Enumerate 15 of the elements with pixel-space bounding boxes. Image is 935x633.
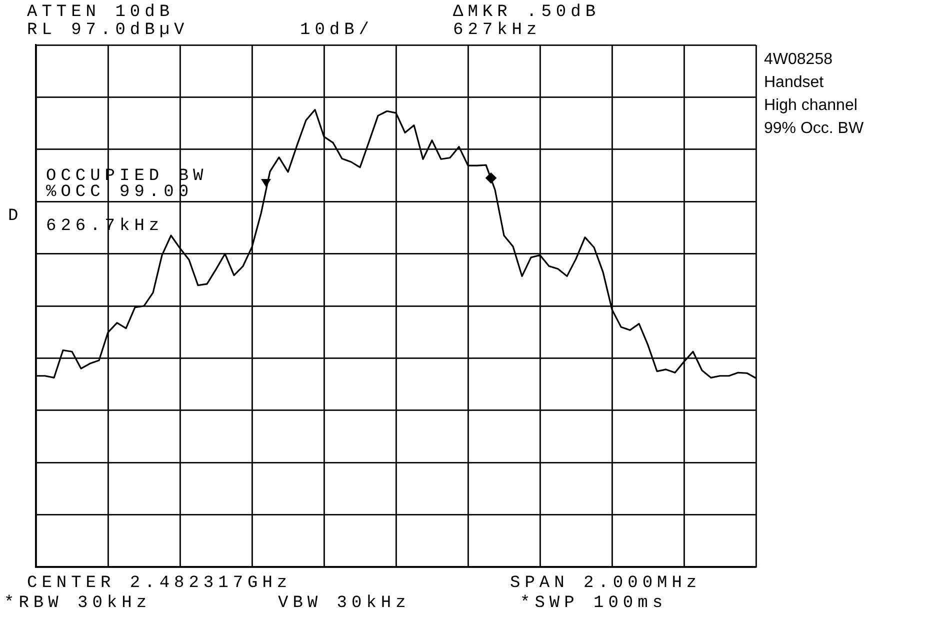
text: 627kHz xyxy=(453,21,542,40)
text: RL 97.0dBµV xyxy=(27,21,189,40)
text: CENTER 2.482317GHz xyxy=(27,574,292,593)
text: *SWP 100ms xyxy=(520,594,668,613)
text: ΔMKR .50dB xyxy=(453,3,600,22)
text: High channel xyxy=(764,97,858,114)
text: SPAN 2.000MHz xyxy=(510,574,702,593)
text: Handset xyxy=(764,74,824,91)
text: D xyxy=(8,207,23,226)
text: ATTEN 10dB xyxy=(27,3,174,22)
text: 99% Occ. BW xyxy=(764,120,864,137)
text: *RBW 30kHz xyxy=(4,594,152,613)
text: 10dB/ xyxy=(300,21,374,40)
text: VBW 30kHz xyxy=(278,594,410,613)
text: 4W08258 xyxy=(764,51,832,68)
